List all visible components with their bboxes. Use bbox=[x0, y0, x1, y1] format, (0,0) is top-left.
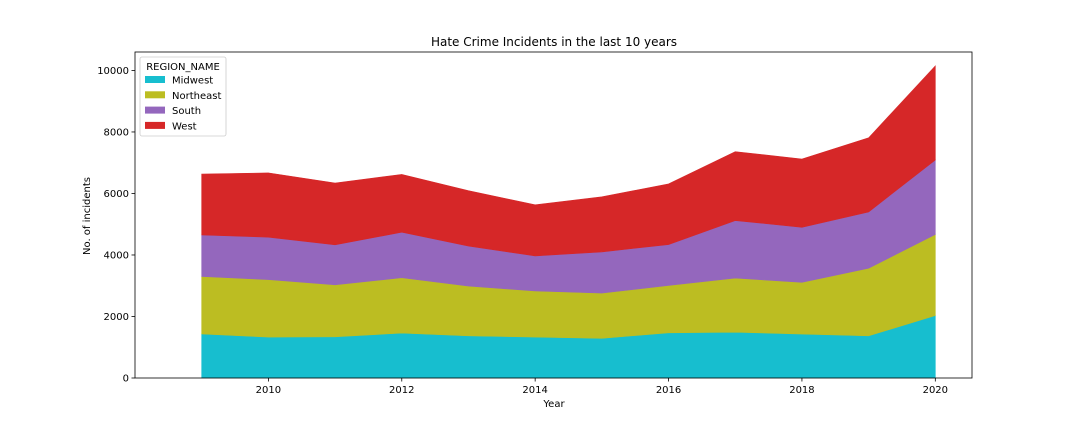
legend-swatch-west bbox=[145, 121, 165, 129]
legend-label-northeast: Northeast bbox=[172, 91, 221, 102]
y-tick-label: 6000 bbox=[104, 189, 129, 200]
legend-swatch-northeast bbox=[145, 91, 165, 99]
legend-items: Midwest Northeast South West bbox=[145, 76, 221, 132]
y-tick-label: 8000 bbox=[104, 127, 129, 138]
x-tick-label: 2014 bbox=[522, 385, 547, 396]
y-tick-label: 0 bbox=[123, 374, 129, 385]
x-axis-label: Year bbox=[542, 399, 565, 410]
y-axis-ticks: 0 2000 4000 6000 8000 10000 bbox=[97, 66, 135, 385]
area-layers bbox=[201, 65, 936, 379]
legend-label-midwest: Midwest bbox=[172, 76, 213, 87]
legend-label-south: South bbox=[172, 106, 201, 117]
area-west bbox=[201, 65, 936, 257]
legend: REGION_NAME Midwest Northeast South West bbox=[139, 56, 227, 137]
y-tick-label: 2000 bbox=[104, 312, 129, 323]
x-tick-label: 2018 bbox=[789, 385, 814, 396]
legend-swatch-midwest bbox=[145, 76, 165, 83]
y-tick-label: 10000 bbox=[97, 66, 129, 77]
x-tick-label: 2016 bbox=[656, 385, 681, 396]
legend-swatch-south bbox=[145, 106, 165, 114]
legend-title: REGION_NAME bbox=[146, 62, 220, 73]
x-tick-label: 2020 bbox=[923, 385, 948, 396]
y-axis-label: No. of incidents bbox=[82, 177, 93, 255]
x-tick-label: 2012 bbox=[389, 385, 414, 396]
chart-title: Hate Crime Incidents in the last 10 year… bbox=[431, 35, 677, 49]
x-axis-ticks: 2010 2012 2014 2016 2018 2020 bbox=[256, 378, 948, 396]
legend-label-west: West bbox=[172, 121, 197, 132]
x-tick-label: 2010 bbox=[256, 385, 281, 396]
axes-frame bbox=[134, 51, 973, 379]
y-tick-label: 4000 bbox=[104, 250, 129, 261]
